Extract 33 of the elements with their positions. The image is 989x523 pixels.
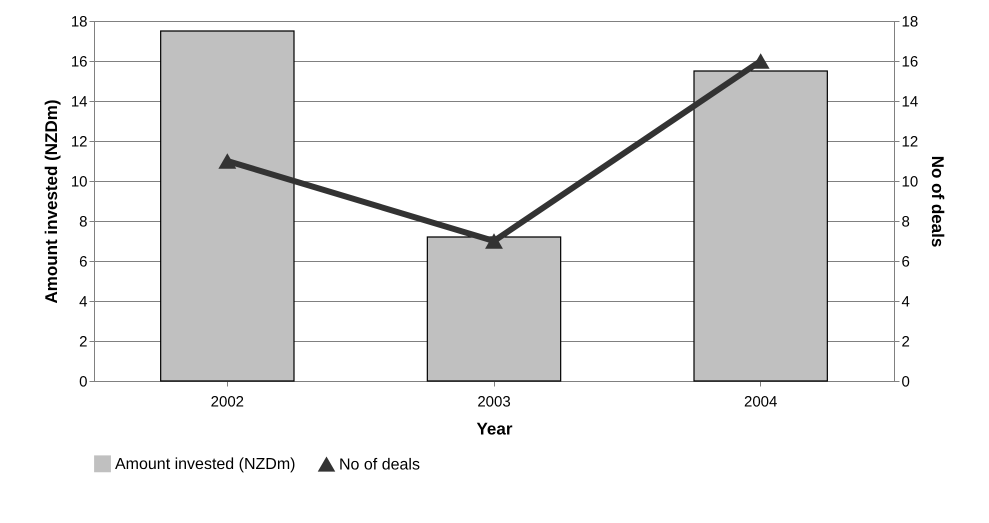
y-tick-label: 4 [79, 294, 88, 310]
y-tick-label: 6 [79, 254, 88, 270]
y-tick-label: 12 [70, 134, 88, 150]
y-tick-label: 16 [70, 54, 88, 70]
y-tick-label: 8 [79, 214, 88, 230]
y2-tick-label: 14 [902, 94, 918, 110]
point [218, 153, 236, 169]
legend-label: No of deals [339, 456, 420, 474]
point [485, 233, 503, 249]
y2-tick-label: 10 [902, 174, 918, 190]
y-tick-label: 18 [70, 14, 88, 30]
y-tick-label: 14 [70, 94, 88, 110]
bar [426, 236, 562, 382]
y2-tick-label: 2 [902, 334, 910, 350]
y2-tick-label: 12 [902, 134, 918, 150]
y-axis-title: Amount invested (NZDm) [42, 100, 61, 304]
bar [693, 70, 828, 382]
y2-tick-label: 18 [902, 14, 918, 30]
y2-tick-label: 6 [902, 254, 910, 270]
bar [160, 30, 295, 382]
y2-tick-label: 0 [902, 374, 910, 390]
x-axis-title: Year [476, 420, 513, 438]
y2-axis-title: No of deals [928, 156, 948, 248]
y-tick-label: 2 [79, 334, 88, 350]
y2-tick-label: 4 [902, 294, 910, 310]
y-tick-label: 10 [70, 174, 88, 190]
x-tick-label: 2004 [744, 394, 778, 410]
x-tick-label: 2002 [210, 394, 244, 410]
y-tick-label: 0 [79, 374, 88, 390]
x-tick-label: 2003 [477, 394, 511, 410]
y2-tick-label: 8 [902, 214, 910, 230]
y2-tick-label: 16 [902, 54, 918, 70]
legend-label: Amount invested (NZDm) [115, 456, 296, 473]
